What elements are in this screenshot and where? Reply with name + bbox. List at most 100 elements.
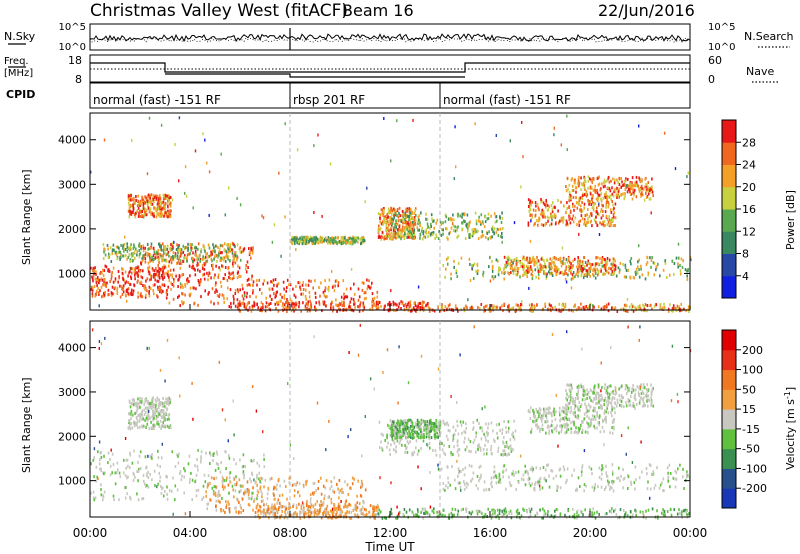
scatter-cell: [315, 301, 317, 305]
scatter-cell: [413, 237, 415, 240]
scatter-cell: [379, 227, 382, 231]
scatter-cell: [337, 303, 340, 307]
scatter-cell: [495, 231, 498, 235]
cpid-strip-frame: [89, 82, 691, 109]
scatter-cell: [214, 255, 216, 259]
scatter-cell: [314, 238, 316, 242]
scatter-cell: [256, 483, 258, 487]
scatter-cell: [529, 208, 532, 212]
scatter-cell: [425, 228, 427, 232]
scatter-cell: [246, 278, 249, 282]
scatter-cell: [148, 294, 151, 298]
scatter-cell: [157, 415, 159, 419]
scatter-cell: [290, 241, 293, 245]
scatter-cell: [430, 225, 432, 228]
scatter-cell: [141, 259, 144, 263]
freq-label: Freq.: [4, 56, 29, 67]
scatter-cell: [320, 500, 322, 503]
sky-panel-frame: [89, 23, 691, 51]
scatter-cell: [159, 199, 162, 203]
scatter-cell: [406, 236, 408, 239]
scatter-cell: [555, 267, 557, 271]
scatter-cell: [417, 228, 419, 232]
scatter-cell: [592, 208, 595, 212]
scatter-cell: [382, 222, 384, 226]
scatter-cell: [154, 194, 157, 198]
scatter-cell: [574, 196, 577, 200]
scatter-cell: [264, 511, 267, 515]
scatter-cell: [229, 288, 232, 292]
scatter-cell: [172, 268, 175, 272]
scatter-cell: [433, 219, 435, 223]
scatter-cell: [529, 214, 531, 217]
scatter-cell: [312, 237, 314, 241]
scatter-cell: [352, 239, 354, 243]
scatter-cell: [150, 242, 153, 246]
scatter-cell: [457, 212, 459, 216]
scatter-cell: [604, 268, 607, 272]
scatter-cell: [141, 425, 144, 429]
scatter-cell: [583, 222, 585, 226]
scatter-cell: [505, 265, 507, 269]
scatter-cell: [346, 295, 349, 299]
scatter-cell: [127, 287, 130, 291]
scatter-cell: [499, 268, 502, 272]
scatter-cell: [131, 398, 134, 402]
scatter-cell: [103, 454, 105, 458]
scatter-cell: [569, 221, 572, 225]
scatter-cell: [341, 487, 343, 491]
scatter-cell: [228, 305, 231, 308]
scatter-cell: [528, 303, 531, 307]
scatter-cell: [134, 256, 136, 260]
scatter-cell: [249, 294, 251, 298]
scatter-cell: [335, 303, 337, 307]
scatter-cell: [617, 181, 619, 185]
scatter-cell: [612, 217, 614, 221]
scatter-cell: [524, 258, 526, 262]
scatter-cell: [300, 309, 302, 313]
scatter-cell: [390, 303, 392, 306]
scatter-cell: [269, 302, 272, 305]
scatter-cell: [336, 510, 338, 514]
scatter-cell: [242, 472, 245, 476]
scatter-cell: [183, 475, 185, 479]
scatter-cell: [142, 203, 145, 207]
scatter-cell: [204, 261, 207, 265]
scatter-cell: [201, 266, 204, 270]
scatter-cell: [207, 474, 210, 478]
scatter-cell: [134, 402, 137, 406]
scatter-cell: [595, 262, 597, 266]
scatter-cell: [144, 257, 147, 261]
scatter-cell: [263, 503, 265, 507]
scatter-cell: [285, 305, 287, 309]
scatter-cell: [181, 292, 184, 296]
scatter-cell: [343, 236, 346, 240]
scatter-cell: [393, 216, 395, 220]
scatter-cell: [582, 306, 585, 310]
scatter-cell: [349, 300, 352, 304]
scatter-cell: [193, 258, 196, 262]
scatter-cell: [148, 253, 151, 256]
scatter-cell: [635, 175, 638, 179]
scatter-cell: [392, 234, 395, 238]
scatter-cell: [141, 210, 143, 213]
scatter-cell: [530, 272, 533, 276]
scatter-cell: [505, 260, 508, 264]
scatter-cell: [457, 261, 460, 265]
scatter-cell: [242, 484, 244, 488]
scatter-cell: [497, 234, 500, 237]
scatter-cell: [252, 291, 254, 295]
scatter-cell: [306, 241, 309, 245]
scatter-cell: [157, 252, 160, 256]
scatter-cell: [379, 220, 381, 224]
scatter-cell: [137, 265, 139, 269]
scatter-noise: [521, 121, 523, 124]
scatter-cell: [201, 498, 203, 501]
scatter-cell: [132, 246, 135, 250]
scatter-cell: [304, 239, 306, 243]
scatter-cell: [197, 247, 199, 251]
scatter-cell: [129, 209, 131, 213]
scatter-cell: [217, 466, 220, 470]
scatter-cell: [235, 483, 238, 487]
scatter-cell: [204, 480, 207, 484]
